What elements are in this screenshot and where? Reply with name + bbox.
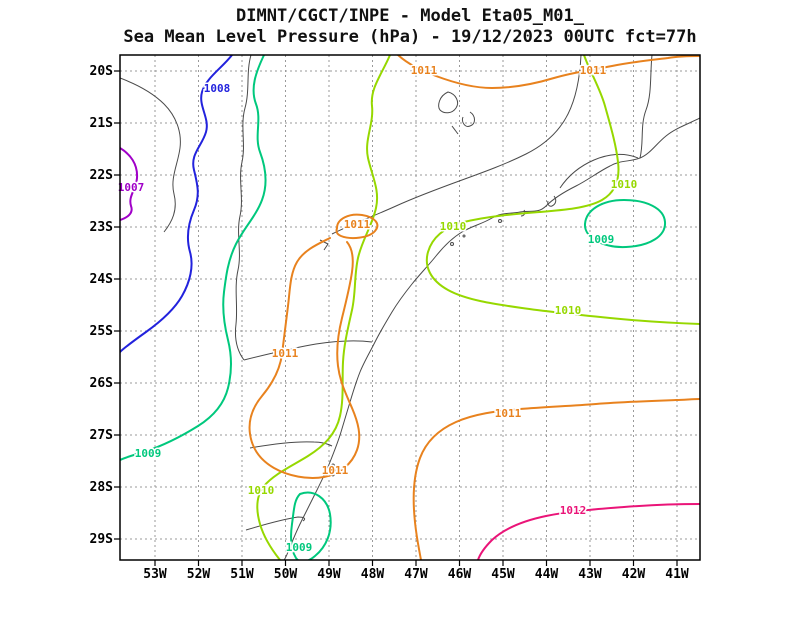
contour-label-1011-trough-west: 1011 [272,347,299,360]
lat-label-22s: 22S [90,168,114,183]
lat-label-25s: 25S [90,324,114,339]
contour-label-1011-trough-south: 1011 [322,464,349,477]
gridlines-horizontal [120,70,700,540]
lat-label-28s: 28S [90,480,114,495]
lat-label-26s: 26S [90,376,114,391]
contour-1011-north [397,55,700,89]
border-parana-river [235,55,252,361]
contour-1010-west [256,55,391,560]
island-florianopolis [330,463,336,477]
lon-label-51w: 51W [230,567,254,582]
lon-label-52w: 52W [187,567,211,582]
left-axis-ticks [114,70,120,540]
contour-1010-tongue-east [425,55,700,325]
contour-label-1011-top-right: 1011 [580,64,607,77]
lon-label-45w: 45W [491,567,515,582]
bay-guanabara [547,195,557,207]
lat-label-20s: 20S [90,64,114,79]
lon-label-48w: 48W [361,567,385,582]
contour-label-1011-coastal: 1011 [344,218,371,231]
map-border [119,54,701,561]
border-pr-sp [243,340,373,361]
island-small [462,234,466,238]
contour-1009-closed-east [583,199,667,249]
lon-label-41w: 41W [665,567,689,582]
lon-label-50w: 50W [274,567,298,582]
lon-label-46w: 46W [448,567,472,582]
contour-1008 [120,55,233,353]
lat-label-21s: 21S [90,116,114,131]
contour-layer [120,55,700,560]
contour-label-1010-tongue: 1010 [555,304,582,317]
contour-label-1008: 1008 [204,82,231,95]
contour-label-1010-mid: 1010 [440,220,467,233]
contour-1007 [120,147,139,221]
lat-label-29s: 29S [90,532,114,547]
island-grande [498,219,502,223]
lon-label-49w: 49W [317,567,341,582]
contour-1011-coastal-loop [335,213,379,240]
river-squiggle [451,125,459,135]
lon-label-44w: 44W [535,567,559,582]
lon-label-53w: 53W [143,567,167,582]
contour-1011-trough [248,237,361,479]
border-rj-mg [559,153,639,189]
lake-doce-2 [462,111,475,127]
coastline [283,117,700,560]
contour-1009-west [120,55,267,461]
lake-doce-1 [438,91,459,114]
contour-label-1011-top-left: 1011 [411,64,438,77]
bottom-axis-ticks [154,560,678,566]
contour-label-1009-east: 1009 [588,233,615,246]
river-upper-left [120,77,181,233]
lon-axis-labels: 53W 52W 51W 50W 49W 48W 47W 46W 45W 44W … [143,567,689,582]
contour-label-1009-southwest: 1009 [135,447,162,460]
border-es-mg [639,55,653,159]
island-ilhabela [450,242,454,246]
contour-label-1011-east: 1011 [495,407,522,420]
contour-label-1012: 1012 [560,504,587,517]
border-rs-sc [245,516,306,531]
contour-label-1010-northeast: 1010 [611,178,638,191]
graticule [120,55,700,560]
border-sc-pr [249,441,333,449]
geography-layer [120,55,700,560]
contour-label-1007: 1007 [118,181,145,194]
lon-label-47w: 47W [404,567,428,582]
lat-label-23s: 23S [90,220,114,235]
contour-1012 [477,503,700,560]
chart-title-line1: DIMNT/CGCT/INPE - Model Eta05_M01_ [236,6,585,26]
contour-label-1010-south: 1010 [248,484,275,497]
contour-labels: 1011 1011 1008 1007 1010 1011 1010 1009 … [116,63,639,556]
lat-label-27s: 27S [90,428,114,443]
lat-axis-labels: 20S 21S 22S 23S 24S 25S 26S 27S 28S 29S [90,64,114,547]
contour-label-1009-south: 1009 [286,541,313,554]
contour-1011-east [412,398,700,560]
lat-label-24s: 24S [90,272,114,287]
contour-1009-closed-south [290,491,332,560]
border-sp-mg [331,55,582,235]
lon-label-42w: 42W [622,567,646,582]
lon-label-43w: 43W [578,567,602,582]
chart-title-line2: Sea Mean Level Pressure (hPa) - 19/12/20… [123,27,696,47]
